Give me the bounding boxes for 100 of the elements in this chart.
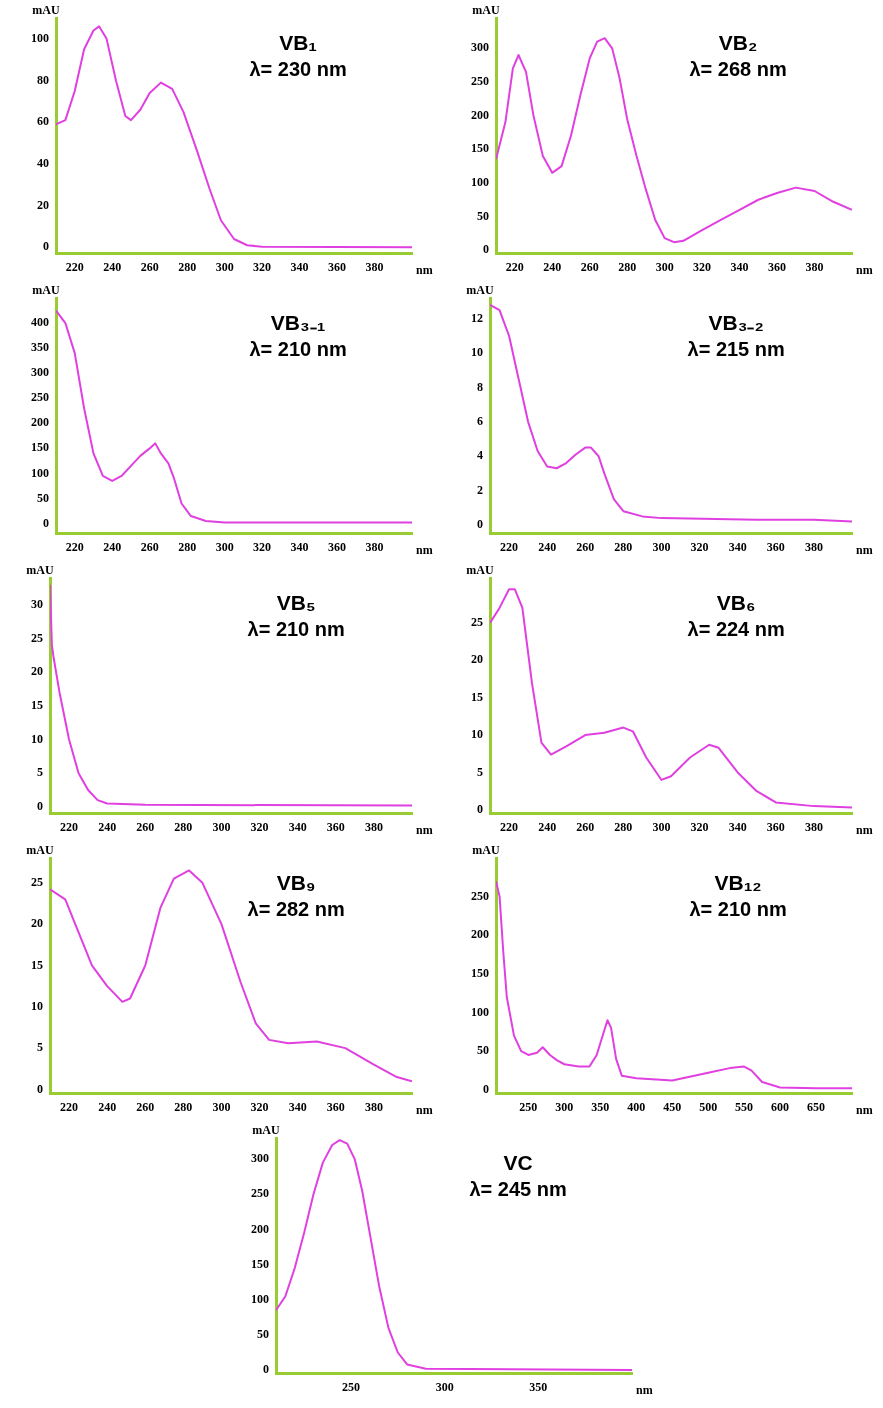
- x-tick-label: 340: [730, 259, 749, 274]
- text: VB₃₋₂: [708, 311, 764, 334]
- text: VC: [502, 1151, 533, 1174]
- y-tick-label: 0: [36, 798, 43, 813]
- x-tick-label: 260: [140, 259, 159, 274]
- x-tick-label: 220: [499, 819, 518, 834]
- x-tick-label: 320: [252, 539, 271, 554]
- x-tick-label: 450: [662, 1099, 681, 1114]
- x-tick-label: 340: [290, 259, 309, 274]
- x-tick-label: 220: [65, 259, 84, 274]
- y-tick-label: 250: [470, 74, 489, 89]
- x-axis-title: nm: [635, 1382, 653, 1397]
- y-tick-label: 2: [476, 482, 483, 497]
- y-tick-label: 40: [36, 156, 49, 171]
- x-tick-label: 300: [651, 539, 670, 554]
- y-tick-label: 6: [476, 413, 483, 428]
- x-tick-label: 240: [102, 539, 121, 554]
- y-tick-label: 150: [470, 965, 489, 980]
- y-axis-title: mAU: [31, 3, 60, 17]
- x-tick-label: 260: [575, 539, 594, 554]
- x-tick-label: 350: [590, 1099, 609, 1114]
- x-tick-label: 300: [211, 1099, 230, 1114]
- y-tick-label: 100: [470, 1004, 489, 1019]
- y-tick-label: 100: [250, 1291, 269, 1306]
- x-tick-label: 220: [499, 539, 518, 554]
- y-tick-label: 5: [36, 1040, 43, 1055]
- y-tick-label: 0: [262, 1362, 269, 1377]
- x-tick-label: 380: [365, 259, 384, 274]
- y-tick-label: 5: [36, 765, 43, 780]
- y-tick-label: 0: [42, 515, 49, 530]
- y-tick-label: 0: [36, 1081, 43, 1096]
- y-tick-label: 25: [30, 630, 43, 645]
- x-tick-label: 380: [364, 1099, 383, 1114]
- x-axis-title: nm: [855, 1102, 873, 1117]
- x-tick-label: 260: [580, 259, 599, 274]
- x-tick-label: 300: [215, 539, 234, 554]
- text: VB₆: [716, 591, 756, 614]
- x-tick-label: 380: [805, 259, 824, 274]
- x-tick-label: 360: [327, 539, 346, 554]
- y-tick-label: 0: [482, 1081, 489, 1096]
- x-tick-label: 320: [690, 539, 709, 554]
- text: λ= 282 nm: [247, 898, 345, 920]
- x-tick-label: 280: [177, 259, 196, 274]
- y-tick-label: 50: [476, 208, 489, 223]
- x-tick-label: 280: [613, 819, 632, 834]
- x-tick-label: 300: [655, 259, 674, 274]
- y-tick-label: 50: [36, 490, 49, 505]
- y-tick-label: 150: [250, 1256, 269, 1271]
- x-tick-label: 220: [505, 259, 524, 274]
- x-axis-title: nm: [415, 262, 433, 277]
- x-tick-label: 240: [537, 539, 556, 554]
- y-tick-label: 300: [30, 365, 49, 380]
- x-tick-label: 360: [766, 539, 785, 554]
- y-tick-label: 10: [470, 345, 483, 360]
- x-axis-title: nm: [855, 822, 873, 837]
- x-tick-label: 340: [288, 1099, 307, 1114]
- y-tick-label: 0: [482, 242, 489, 257]
- y-tick-label: 60: [36, 114, 49, 129]
- x-tick-label: 300: [215, 259, 234, 274]
- y-tick-label: 80: [36, 72, 49, 87]
- x-tick-label: 500: [698, 1099, 717, 1114]
- x-tick-label: 260: [140, 539, 159, 554]
- y-tick-label: 20: [30, 664, 43, 679]
- x-tick-label: 550: [734, 1099, 753, 1114]
- x-tick-label: 360: [767, 259, 786, 274]
- x-tick-label: 280: [177, 539, 196, 554]
- x-tick-label: 250: [518, 1099, 537, 1114]
- y-axis-title: mAU: [251, 1123, 280, 1137]
- x-tick-label: 280: [173, 819, 192, 834]
- y-tick-label: 150: [470, 141, 489, 156]
- x-tick-label: 350: [528, 1379, 547, 1394]
- x-tick-label: 280: [617, 259, 636, 274]
- x-tick-label: 240: [102, 259, 121, 274]
- x-axis-title: nm: [855, 542, 873, 557]
- x-tick-label: 320: [692, 259, 711, 274]
- y-axis-title: mAU: [471, 3, 500, 17]
- y-tick-label: 100: [470, 175, 489, 190]
- text: VB₅: [276, 591, 316, 614]
- y-tick-label: 250: [250, 1186, 269, 1201]
- x-tick-label: 320: [250, 1099, 269, 1114]
- x-tick-label: 340: [728, 819, 747, 834]
- x-tick-label: 300: [211, 819, 230, 834]
- y-tick-label: 0: [42, 239, 49, 254]
- x-tick-label: 220: [59, 1099, 78, 1114]
- y-axis-title: mAU: [25, 563, 54, 577]
- text: VB₁₂: [713, 871, 762, 894]
- y-tick-label: 350: [30, 340, 49, 355]
- x-axis-title: nm: [415, 542, 433, 557]
- x-tick-label: 360: [327, 259, 346, 274]
- y-tick-label: 20: [30, 916, 43, 931]
- y-tick-label: 250: [30, 390, 49, 405]
- y-tick-label: 25: [470, 614, 483, 629]
- x-tick-label: 340: [728, 539, 747, 554]
- y-tick-label: 8: [476, 379, 483, 394]
- y-tick-label: 10: [30, 998, 43, 1013]
- y-tick-label: 20: [470, 652, 483, 667]
- x-tick-label: 380: [804, 539, 823, 554]
- text: λ= 224 nm: [687, 618, 785, 640]
- y-tick-label: 15: [30, 957, 43, 972]
- x-tick-label: 260: [135, 1099, 154, 1114]
